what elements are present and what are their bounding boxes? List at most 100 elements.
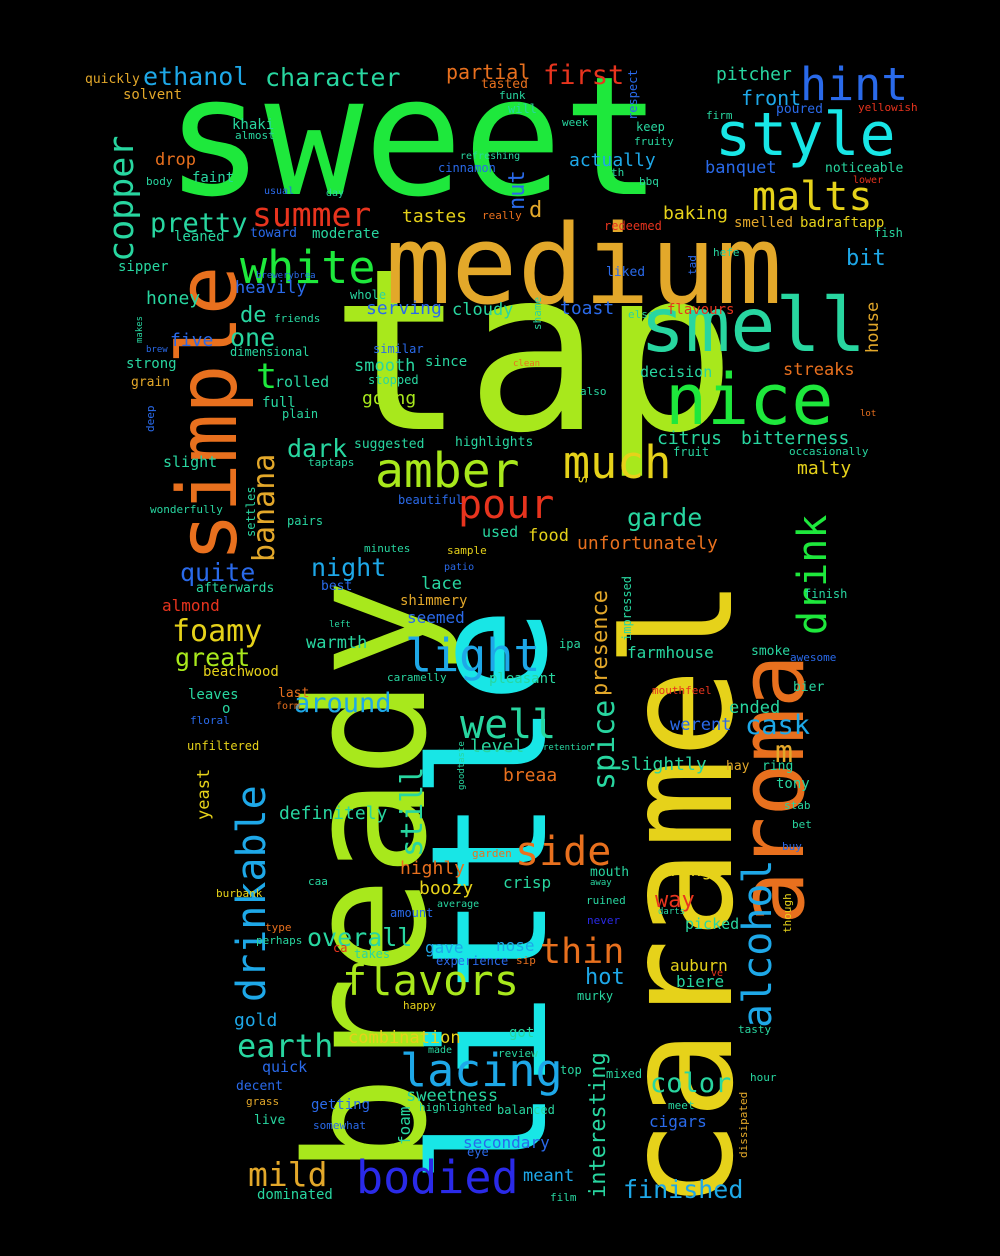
- word-banquet: banquet: [705, 158, 777, 178]
- word-getting: getting: [311, 1097, 371, 1113]
- word-overall: overall: [307, 923, 413, 952]
- word-toast: toast: [560, 298, 615, 319]
- word-best: best: [321, 579, 353, 594]
- word-toward: toward: [250, 226, 297, 241]
- word-quickly: quickly: [85, 72, 140, 87]
- word-sip: sip: [516, 954, 536, 967]
- word-heavily: heavily: [235, 278, 307, 298]
- word-funk: funk: [499, 89, 526, 102]
- word-firm: firm: [706, 109, 733, 122]
- word-shimmery: shimmery: [400, 593, 468, 609]
- word-presence: presence: [588, 590, 613, 696]
- word-retention: retention: [543, 743, 592, 753]
- word-highlighted: highlighted: [419, 1101, 492, 1114]
- word-house: house: [863, 301, 883, 353]
- word-form: form: [276, 701, 301, 712]
- word-happy: happy: [403, 999, 437, 1012]
- word-boozy: boozy: [419, 878, 474, 899]
- word-badraftapp: badraftapp: [800, 215, 885, 231]
- word-bet: bet: [792, 818, 812, 831]
- word-hint: hint: [800, 58, 909, 111]
- word-finished: finished: [623, 1175, 744, 1204]
- word-serving: serving: [366, 298, 442, 319]
- word-amber: amber: [375, 443, 520, 499]
- word-smell: smell: [640, 281, 866, 369]
- word-mouth: mouth: [590, 865, 630, 880]
- word-style: style: [715, 100, 896, 170]
- word-orange: orange: [658, 860, 724, 881]
- word-character: character: [265, 63, 401, 92]
- word-hay: hay: [726, 759, 750, 774]
- word-though: though: [781, 893, 794, 933]
- word-nice: nice: [665, 359, 834, 441]
- word-will: will: [508, 102, 537, 116]
- word-drink: drink: [790, 514, 836, 635]
- word-quite: quite: [180, 558, 256, 587]
- word-copper: copper: [102, 135, 142, 262]
- word-warmth: warmth: [306, 633, 368, 653]
- word-crisp: crisp: [503, 873, 552, 892]
- word-moderate: moderate: [312, 226, 380, 242]
- word-well: well: [460, 702, 557, 748]
- word-side: side: [515, 829, 612, 875]
- word-almost: almost: [235, 129, 275, 142]
- word-leaned: leaned: [174, 229, 225, 245]
- word-actually: actually: [569, 150, 656, 171]
- word-sweet: sweet: [165, 41, 662, 233]
- word-medium: medium: [385, 201, 783, 329]
- word-tasted: tasted: [481, 77, 528, 92]
- word-foam: foam: [395, 1106, 414, 1145]
- word-meant: meant: [523, 1166, 575, 1186]
- word-alcohol: alcohol: [735, 859, 781, 1028]
- word-noticeable: noticeable: [825, 161, 904, 176]
- word-fruity: fruity: [634, 135, 674, 148]
- word-tastes: tastes: [402, 206, 468, 227]
- word-cask: cask: [745, 710, 811, 741]
- word-garde: garde: [627, 503, 703, 532]
- word-afterwards: afterwards: [196, 581, 275, 596]
- word-yellowish: yellowish: [858, 101, 918, 114]
- word-malts: malts: [752, 174, 873, 220]
- word-color: color: [650, 1068, 732, 1099]
- word-dominated: dominated: [257, 1187, 333, 1203]
- word-decent: decent: [236, 1079, 283, 1094]
- word-ipa: ipa: [559, 637, 581, 651]
- word-smelled: smelled: [734, 215, 794, 231]
- word-t: t: [256, 357, 278, 397]
- word-average: average: [437, 899, 480, 910]
- word-gave: gave: [425, 938, 464, 957]
- word-m: m: [775, 735, 794, 770]
- word-brew: brew: [146, 345, 168, 355]
- word-stab: stab: [784, 799, 811, 812]
- word-khaki: khaki: [232, 117, 275, 133]
- word-last: last: [278, 686, 310, 701]
- word-dissipated: dissipated: [737, 1091, 750, 1158]
- word-amount: amount: [390, 906, 434, 920]
- word-cloudy: cloudy: [452, 300, 514, 320]
- word-lower: lower: [853, 175, 884, 186]
- word-hot: hot: [585, 965, 625, 990]
- word-drop: drop: [155, 150, 196, 170]
- word-almond: almond: [162, 596, 220, 615]
- word-level: level: [470, 736, 525, 757]
- word-fruit: fruit: [673, 445, 710, 459]
- word-spice: spice: [587, 699, 622, 790]
- word-beautiful: beautiful: [398, 493, 464, 507]
- word-plain: plain: [282, 407, 319, 421]
- word-live: live: [254, 1113, 286, 1128]
- word-way: way: [655, 888, 695, 913]
- word-around: around: [294, 688, 392, 719]
- word-ended: ended: [729, 698, 781, 718]
- word-experience: experience: [436, 954, 509, 968]
- word-redeemed: redeemed: [604, 219, 662, 233]
- word-breaa: breaa: [503, 765, 558, 786]
- word-going: going: [362, 388, 417, 409]
- word-yeast: yeast: [194, 768, 214, 820]
- word-werent: werent: [670, 715, 732, 735]
- word-friends: friends: [274, 312, 321, 325]
- word-clean: clean: [513, 359, 541, 369]
- word-seemed: seemed: [407, 608, 465, 627]
- word-nose: nose: [496, 936, 535, 955]
- word-goodtaste: goodtaste: [457, 741, 467, 790]
